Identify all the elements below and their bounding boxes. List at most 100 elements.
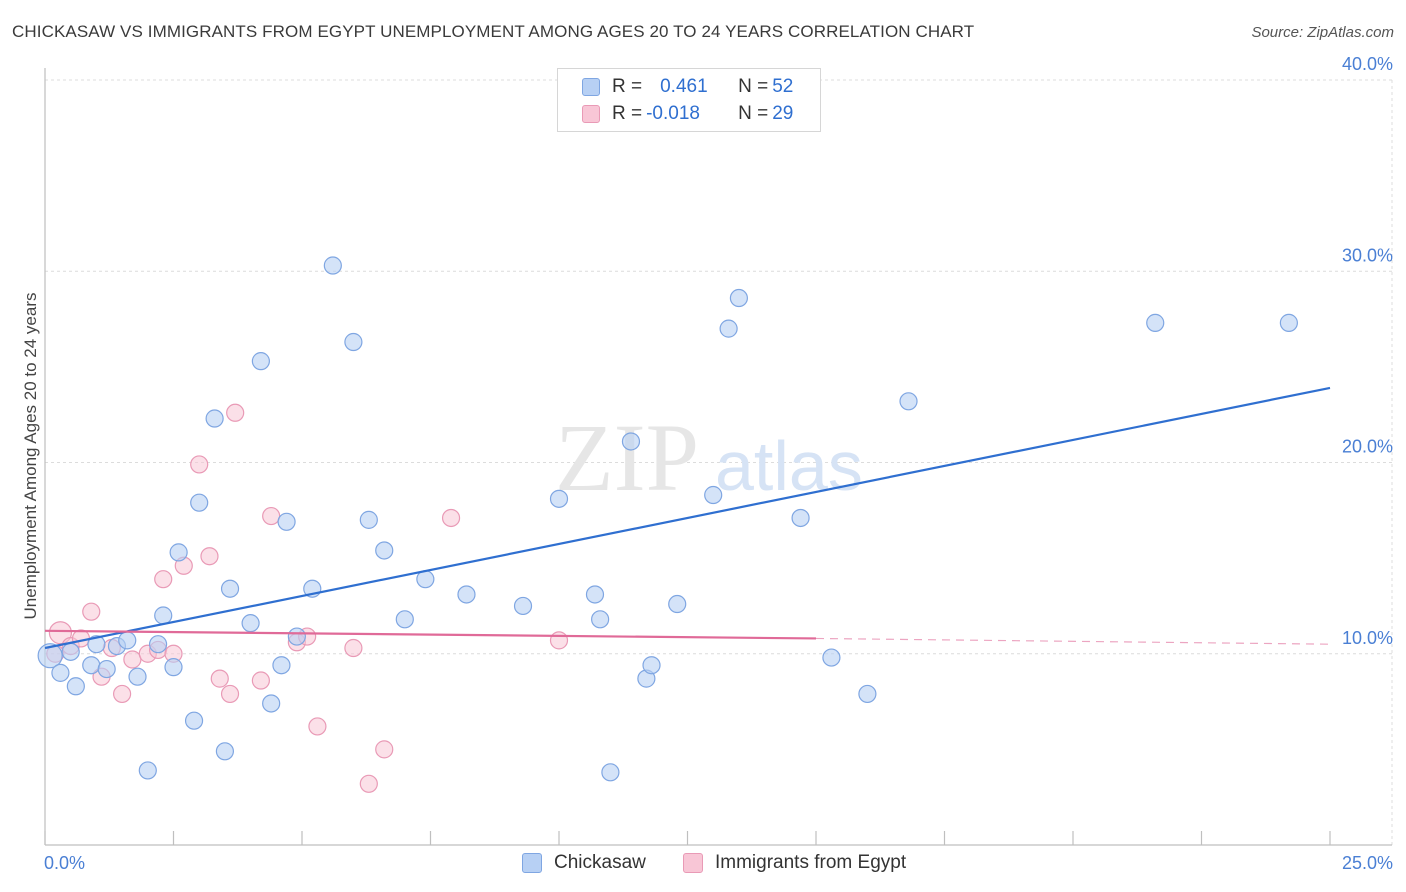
legend-swatch-chickasaw — [522, 853, 542, 873]
point-chickasaw — [601, 763, 620, 782]
y-tick-label: 10.0% — [1342, 628, 1393, 648]
point-chickasaw — [190, 493, 209, 512]
point-chickasaw — [128, 667, 147, 686]
point-egypt — [210, 669, 229, 688]
point-chickasaw — [591, 610, 610, 629]
x-tick-label-min: 0.0% — [44, 853, 85, 873]
point-chickasaw — [585, 585, 605, 604]
point-chickasaw — [97, 659, 116, 679]
point-egypt — [226, 403, 245, 422]
point-egypt — [123, 650, 142, 669]
point-egypt — [190, 455, 209, 474]
point-chickasaw — [184, 711, 204, 730]
series-legend: Chickasaw Immigrants from Egypt — [0, 852, 1406, 878]
point-chickasaw — [287, 627, 306, 646]
legend-n-label: N = — [738, 76, 769, 97]
series-egypt-points — [46, 403, 569, 793]
point-chickasaw — [272, 656, 291, 675]
legend-swatch-chickasaw — [582, 78, 600, 96]
watermark-atlas: atlas — [715, 427, 863, 505]
point-egypt — [359, 774, 378, 793]
point-chickasaw — [148, 635, 168, 654]
point-egypt — [220, 684, 240, 704]
y-axis-label: Unemployment Among Ages 20 to 24 years — [21, 293, 40, 620]
point-chickasaw — [262, 694, 281, 713]
point-chickasaw — [719, 319, 738, 338]
point-chickasaw — [164, 658, 183, 677]
watermark-zip: ZIP — [555, 404, 699, 511]
legend-row-chickasaw: R = 0.461 N = 52 — [582, 75, 793, 99]
point-egypt — [200, 547, 219, 566]
axes — [44, 68, 1392, 846]
point-chickasaw — [668, 594, 687, 614]
y-tick-label: 20.0% — [1342, 437, 1393, 457]
point-chickasaw — [899, 392, 918, 411]
legend-swatch-egypt — [582, 105, 600, 123]
watermark: ZIP atlas — [555, 404, 863, 511]
point-chickasaw — [1279, 313, 1298, 332]
point-chickasaw — [822, 648, 841, 667]
trend-line-chickasaw — [44, 386, 1331, 650]
legend-item-chickasaw: Chickasaw — [522, 852, 646, 874]
point-chickasaw — [344, 332, 363, 352]
point-egypt — [308, 717, 327, 736]
point-chickasaw — [82, 656, 101, 675]
point-chickasaw — [87, 635, 106, 654]
point-chickasaw — [138, 761, 157, 780]
legend-label-chickasaw: Chickasaw — [554, 852, 646, 873]
legend-n-value: 52 — [772, 76, 794, 97]
legend-n-value: 29 — [772, 103, 794, 124]
legend-r-label: R = — [612, 76, 643, 97]
point-egypt — [82, 602, 101, 621]
point-chickasaw — [549, 489, 569, 508]
legend-item-egypt: Immigrants from Egypt — [683, 852, 906, 874]
point-chickasaw — [323, 256, 342, 275]
point-egypt — [375, 740, 394, 759]
point-chickasaw — [729, 288, 749, 308]
point-egypt — [112, 684, 132, 704]
point-chickasaw — [220, 579, 240, 598]
legend-n-label: N = — [738, 103, 769, 124]
point-egypt — [154, 570, 173, 589]
y-tick-label: 40.0% — [1342, 54, 1393, 74]
point-chickasaw — [359, 510, 378, 529]
legend-row-egypt: R = -0.018 N = 29 — [582, 102, 793, 126]
point-chickasaw — [241, 614, 260, 633]
point-chickasaw — [37, 643, 63, 669]
gridlines — [45, 79, 1393, 845]
series-chickasaw-points — [37, 256, 1298, 782]
point-chickasaw — [154, 606, 173, 625]
y-tick-label: 30.0% — [1342, 245, 1393, 265]
tick-labels: 10.0% 20.0% 30.0% 40.0% 0.0% 25.0% — [44, 54, 1393, 873]
point-chickasaw — [251, 352, 270, 371]
point-chickasaw — [118, 631, 137, 650]
correlation-legend: R = 0.461 N = 52 R = -0.018 N = 29 — [557, 68, 821, 132]
point-chickasaw — [1146, 313, 1165, 332]
trend-line-egypt — [44, 629, 817, 640]
point-chickasaw — [51, 663, 70, 682]
point-chickasaw — [621, 432, 641, 451]
legend-r-value: -0.018 — [646, 103, 700, 124]
point-egypt — [262, 506, 281, 526]
legend-r-value: 0.461 — [660, 76, 708, 97]
point-chickasaw — [395, 610, 414, 629]
legend-label-egypt: Immigrants from Egypt — [715, 852, 907, 873]
point-chickasaw — [375, 541, 394, 560]
point-egypt — [48, 621, 73, 645]
point-chickasaw — [205, 409, 224, 428]
point-chickasaw — [791, 508, 810, 528]
chart-title: CHICKASAW VS IMMIGRANTS FROM EGYPT UNEMP… — [12, 22, 975, 41]
point-chickasaw — [513, 596, 533, 616]
point-chickasaw — [277, 512, 296, 531]
point-egypt — [344, 638, 363, 658]
trend-lines — [44, 386, 1331, 650]
point-chickasaw — [215, 742, 234, 761]
point-egypt — [251, 671, 270, 690]
point-chickasaw — [61, 642, 80, 661]
point-chickasaw — [704, 485, 723, 505]
x-tick-label-max: 25.0% — [1342, 853, 1393, 873]
legend-swatch-egypt — [683, 853, 703, 873]
point-chickasaw — [66, 677, 85, 696]
point-chickasaw — [169, 543, 188, 562]
